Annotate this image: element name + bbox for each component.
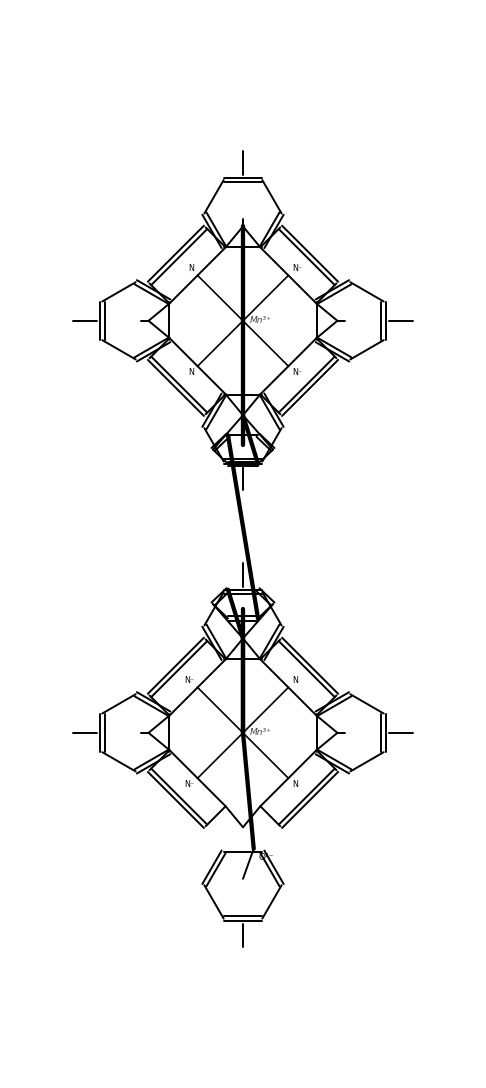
Text: N⁻: N⁻ <box>292 264 302 273</box>
Text: Mn³⁺: Mn³⁺ <box>249 317 271 325</box>
Text: O²⁻: O²⁻ <box>259 853 274 862</box>
Text: N⁻: N⁻ <box>292 369 302 378</box>
Text: N⁻: N⁻ <box>184 677 194 685</box>
Text: N: N <box>292 780 298 790</box>
Text: N: N <box>188 369 194 378</box>
Text: Mn³⁺: Mn³⁺ <box>249 728 271 738</box>
Text: N: N <box>188 264 194 273</box>
Text: N⁻: N⁻ <box>184 780 194 790</box>
Text: N: N <box>292 677 298 685</box>
